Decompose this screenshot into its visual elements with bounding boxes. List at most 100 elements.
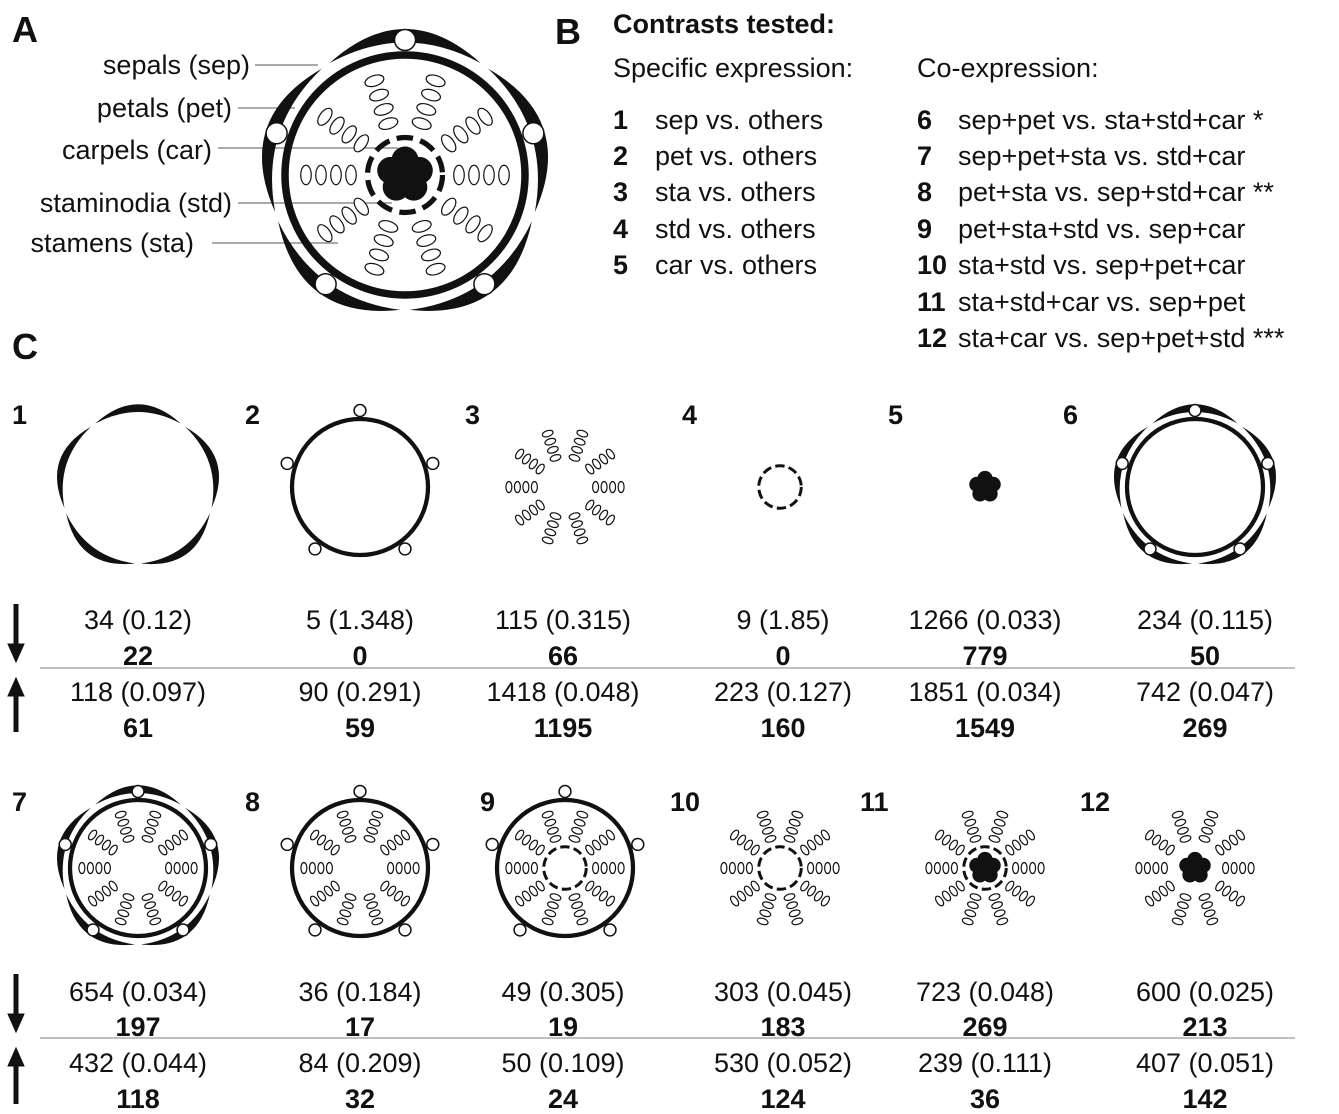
stamen (721, 862, 727, 873)
contrast-text: sta+car vs. sep+pet+std *** (958, 325, 1284, 352)
down-count: 34 (0.12) (84, 607, 192, 634)
stamen (1204, 818, 1216, 827)
contrast-text: sep vs. others (655, 107, 823, 134)
panel-letter: A (12, 12, 38, 48)
down-count: 654 (0.034) (69, 979, 207, 1006)
stamen (757, 917, 769, 926)
stamen (967, 826, 979, 835)
contrast-text: sta vs. others (655, 179, 816, 206)
stamen (120, 901, 132, 910)
contrast-text: pet vs. others (655, 143, 817, 170)
contrast-number: 10 (917, 252, 947, 279)
floral-diagram (506, 429, 624, 545)
up-count-bold: 61 (123, 715, 153, 742)
up-count: 223 (0.127) (714, 679, 852, 706)
stamen (166, 862, 172, 873)
contrast-number: 2 (245, 402, 260, 429)
stamen (344, 834, 356, 843)
contrast-text: pet+sta+std vs. sep+car (958, 216, 1245, 243)
stamen (601, 481, 607, 492)
stamen (371, 810, 383, 819)
down-count: 9 (1.85) (736, 607, 829, 634)
stamen (469, 165, 480, 185)
petal-knob (523, 123, 544, 144)
petal-knob (87, 924, 99, 936)
stamen (544, 818, 556, 827)
up-count-bold: 142 (1182, 1086, 1227, 1113)
stamen (729, 862, 735, 873)
down-count: 723 (0.048) (916, 979, 1054, 1006)
contrast-number: 7 (917, 143, 932, 170)
petal-knob (632, 838, 644, 850)
stamen (411, 116, 433, 132)
floral-diagram (281, 786, 438, 936)
stamen (544, 437, 556, 446)
stamen (316, 165, 327, 185)
floral-diagram (486, 786, 644, 936)
petal-knob (354, 405, 366, 417)
stamen (759, 818, 771, 827)
stamen (571, 826, 583, 835)
stamen (1177, 901, 1189, 910)
up-count: 407 (0.051) (1136, 1050, 1274, 1077)
stamen (363, 893, 375, 902)
stamen (425, 261, 447, 277)
contrast-text: car vs. others (655, 252, 817, 279)
carpel-center (1189, 862, 1201, 874)
stamen (301, 165, 312, 185)
organ-label: sepals (sep) (103, 52, 250, 79)
stamen (1201, 901, 1213, 910)
petal-knob (427, 457, 439, 469)
up-count-bold: 1549 (955, 715, 1015, 742)
stamen (571, 901, 583, 910)
stamen (610, 862, 616, 873)
carpel-center (979, 862, 991, 874)
down-count-bold: 19 (548, 1014, 578, 1041)
stamen (1161, 862, 1167, 873)
stamen (574, 528, 586, 537)
floral-diagram (926, 810, 1044, 926)
stamen (962, 917, 974, 926)
stamen (969, 893, 981, 902)
section-heading: Co-expression: (917, 55, 1099, 82)
contrast-number: 6 (917, 107, 932, 134)
carpel-center (979, 481, 991, 493)
stamen (610, 481, 616, 492)
stamen (618, 481, 624, 492)
stamen (825, 862, 831, 873)
petal-knob (281, 457, 293, 469)
stamen (549, 893, 561, 902)
stamen (601, 862, 607, 873)
stamen (301, 862, 307, 873)
down-count: 5 (1.348) (306, 607, 414, 634)
stamen (576, 536, 588, 545)
petal-knob (1116, 457, 1128, 469)
contrast-number: 10 (670, 789, 700, 816)
stamen (791, 917, 803, 926)
stamen (342, 826, 354, 835)
stamen (549, 453, 561, 462)
stamen (368, 247, 390, 263)
stamen (618, 862, 624, 873)
petal-knob (281, 838, 293, 850)
stamen (122, 893, 134, 902)
stamen (1136, 862, 1142, 873)
petal-knob (559, 786, 571, 798)
contrast-number: 12 (917, 325, 947, 352)
sepal (57, 427, 91, 508)
down-count-bold: 269 (962, 1014, 1007, 1041)
up-count-bold: 24 (548, 1086, 578, 1113)
stamen (568, 512, 580, 521)
stamen (141, 834, 153, 843)
up-count-bold: 36 (970, 1086, 1000, 1113)
stamen (87, 862, 93, 873)
petal-knob (309, 543, 321, 555)
floral-diagram (1114, 404, 1276, 564)
stamen (1172, 810, 1184, 819)
stamen (144, 826, 156, 835)
down-count-bold: 22 (123, 643, 153, 670)
stamen (115, 917, 127, 926)
sepal (141, 513, 210, 564)
petal-knob (514, 924, 526, 936)
contrast-text: sep+pet+sta vs. std+car (958, 143, 1245, 170)
